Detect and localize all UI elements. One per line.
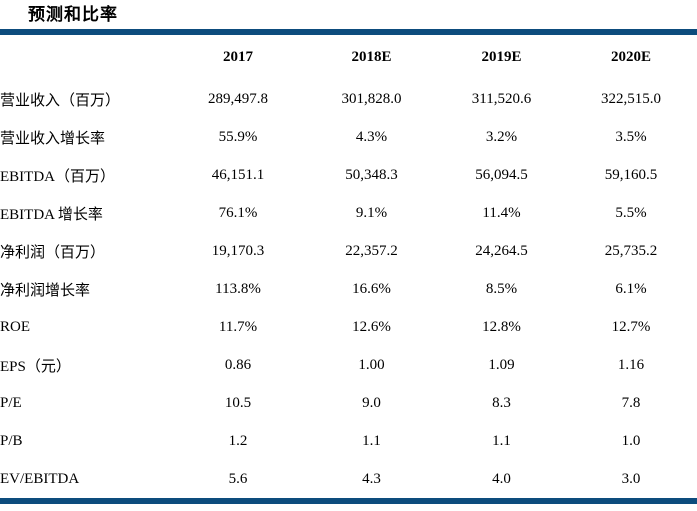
cell-value: 1.00 — [358, 356, 385, 373]
forecast-table: 2017 2018E 2019E 2020E 营业收入（百万） 289,497.8… — [0, 35, 697, 498]
table-row: 净利润（百万） 19,170.3 22,357.2 24,264.5 25,735.2 — [0, 232, 697, 270]
cell-value: 1.09 — [488, 356, 515, 373]
cell-value: 7.8 — [621, 394, 641, 411]
row-label: 净利润（百万） — [0, 244, 106, 261]
row-label: 营业收入（百万） — [0, 92, 121, 109]
cell-value: 8.3 — [492, 394, 511, 411]
cell-value: 5.6 — [228, 470, 248, 487]
table-body: 营业收入（百万） 289,497.8 301,828.0 311,520.6 322,5… — [0, 80, 697, 498]
cell-value: 50,348.3 — [345, 166, 398, 183]
table-row: P/B 1.2 1.1 1.1 1.0 — [0, 422, 697, 460]
row-label: ROE — [0, 318, 30, 335]
cell-value: 12.6% — [352, 318, 391, 335]
cell-value: 3.5% — [615, 128, 647, 145]
cell-value: 12.7% — [611, 318, 651, 335]
cell-value: 1.1 — [492, 432, 511, 449]
cell-value: 59,160.5 — [604, 166, 658, 183]
cell-value: 25,735.2 — [604, 242, 658, 259]
row-label: 营业收入增长率 — [0, 130, 106, 147]
cell-value: 12.8% — [482, 318, 521, 335]
table-row: EBITDA 增长率 76.1% 9.1% 11.4% 5.5% — [0, 194, 697, 232]
cell-value: 19,170.3 — [211, 242, 265, 259]
cell-value: 9.0 — [362, 394, 381, 411]
cell-value: 0.86 — [224, 356, 252, 373]
table-row: EPS（元） 0.86 1.00 1.09 1.16 — [0, 346, 697, 384]
cell-value: 11.4% — [482, 204, 521, 221]
cell-value: 6.1% — [615, 280, 647, 297]
row-label: EV/EBITDA — [0, 470, 80, 487]
cell-value: 311,520.6 — [471, 90, 532, 107]
table-row: EV/EBITDA 5.6 4.3 4.0 3.0 — [0, 460, 697, 498]
column-header-2019e: 2019E — [481, 49, 522, 65]
page-title: 预测和比率 — [28, 5, 118, 24]
row-label: EPS（元） — [0, 358, 71, 375]
row-label: P/B — [0, 432, 23, 449]
cell-value: 301,828.0 — [341, 90, 402, 107]
table-row: 净利润增长率 113.8% 16.6% 8.5% 6.1% — [0, 270, 697, 308]
row-label: EBITDA 增长率 — [0, 206, 103, 223]
cell-value: 46,151.1 — [211, 166, 265, 183]
column-header-2018e: 2018E — [351, 49, 392, 65]
cell-value: 4.3% — [355, 128, 388, 145]
top-divider — [0, 29, 697, 35]
cell-value: 22,357.2 — [345, 242, 398, 259]
cell-value: 56,094.5 — [475, 166, 528, 183]
cell-value: 1.2 — [228, 432, 248, 449]
cell-value: 55.9% — [218, 128, 258, 145]
cell-value: 4.0 — [492, 470, 511, 487]
column-header-2017: 2017 — [223, 49, 253, 65]
table-header-row: 2017 2018E 2019E 2020E — [0, 35, 697, 80]
row-label: EBITDA（百万） — [0, 168, 115, 185]
bottom-divider — [0, 498, 697, 504]
cell-value: 9.1% — [355, 204, 388, 221]
cell-value: 5.5% — [615, 204, 647, 221]
table-row: ROE 11.7% 12.6% 12.8% 12.7% — [0, 308, 697, 346]
row-label: P/E — [0, 394, 22, 411]
cell-value: 10.5 — [224, 394, 252, 411]
row-label: 净利润增长率 — [0, 282, 91, 299]
cell-value: 1.1 — [362, 432, 381, 449]
table-row: 营业收入（百万） 289,497.8 301,828.0 311,520.6 322,5… — [0, 80, 697, 118]
cell-value: 3.2% — [485, 128, 518, 145]
cell-value: 16.6% — [352, 280, 391, 297]
table-row: P/E 10.5 9.0 8.3 7.8 — [0, 384, 697, 422]
cell-value: 1.0 — [621, 432, 641, 449]
cell-value: 24,264.5 — [475, 242, 528, 259]
column-header-2020e: 2020E — [610, 49, 651, 65]
table-row: EBITDA（百万） 46,151.1 50,348.3 56,094.5 59,160… — [0, 156, 697, 194]
cell-value: 11.7% — [218, 318, 258, 335]
column-header-empty — [0, 35, 171, 80]
cell-value: 113.8% — [215, 280, 261, 297]
cell-value: 4.3 — [362, 470, 381, 487]
cell-value: 76.1% — [218, 204, 258, 221]
table-row: 营业收入增长率 55.9% 4.3% 3.2% 3.5% — [0, 118, 697, 156]
cell-value: 289,497.8 — [208, 90, 268, 107]
cell-value: 1.16 — [617, 356, 645, 373]
cell-value: 8.5% — [485, 280, 518, 297]
cell-value: 3.0 — [621, 470, 641, 487]
cell-value: 322,515.0 — [601, 90, 661, 107]
